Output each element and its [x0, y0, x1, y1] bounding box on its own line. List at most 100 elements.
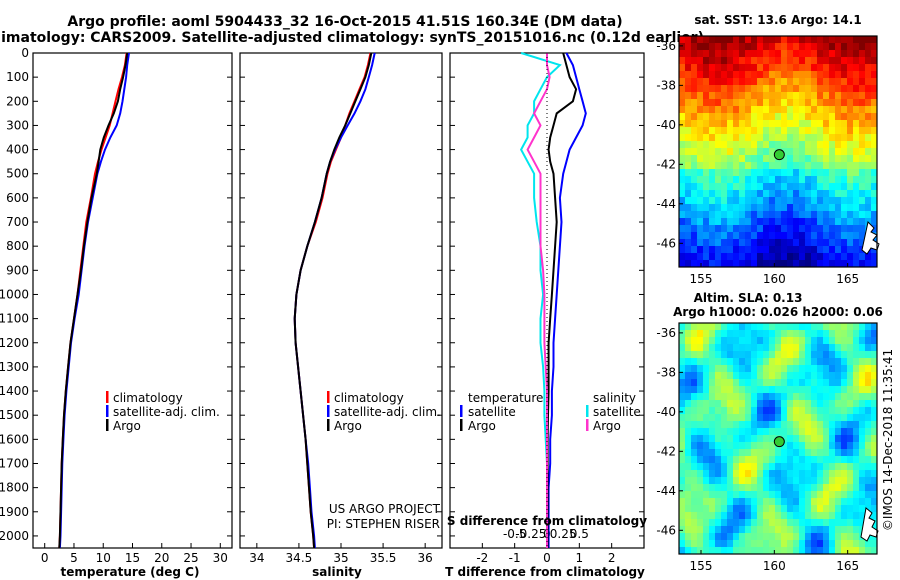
map-cell	[811, 127, 818, 135]
map-cell	[793, 127, 800, 135]
map-cell	[757, 43, 764, 51]
map-cell	[751, 498, 758, 506]
map-cell	[763, 505, 770, 513]
map-cell	[829, 442, 836, 450]
map-cell	[829, 323, 836, 331]
map-cell	[865, 407, 872, 415]
y-tick-label: 1600	[0, 432, 29, 446]
map-cell	[805, 232, 812, 240]
map-cell	[733, 197, 740, 205]
map-cell	[709, 330, 716, 338]
map-cell	[703, 253, 710, 261]
map-cell	[685, 400, 692, 408]
map-cell	[811, 92, 818, 100]
map-cell	[733, 428, 740, 436]
map-cell	[751, 106, 758, 114]
map-cell	[769, 253, 776, 261]
map-cell	[721, 211, 728, 219]
map-cell	[793, 239, 800, 247]
map-cell	[829, 344, 836, 352]
y-tick-label: 2000	[0, 529, 29, 543]
map-cell	[835, 407, 842, 415]
map-cell	[829, 400, 836, 408]
map-cell	[739, 176, 746, 184]
map-cell	[739, 477, 746, 485]
map-cell	[829, 372, 836, 380]
map-cell	[715, 358, 722, 366]
map-cell	[841, 449, 848, 457]
map-cell	[865, 36, 872, 44]
map-cell	[841, 71, 848, 79]
map-cell	[805, 365, 812, 373]
map-cell	[685, 218, 692, 226]
map-cell	[727, 148, 734, 156]
map-cell	[835, 435, 842, 443]
map-cell	[697, 407, 704, 415]
map-cell	[847, 71, 854, 79]
map-cell	[799, 36, 806, 44]
map-cell	[691, 64, 698, 72]
map-cell	[799, 540, 806, 548]
map-cell	[871, 344, 878, 352]
map-cell	[697, 99, 704, 107]
map-cell	[859, 407, 866, 415]
map-cell	[859, 470, 866, 478]
map-cell	[745, 470, 752, 478]
map-cell	[679, 64, 686, 72]
map-cell	[865, 449, 872, 457]
map-cell	[871, 162, 878, 170]
map-cell	[811, 176, 818, 184]
map-cell	[799, 169, 806, 177]
map-cell	[793, 540, 800, 548]
map-cell	[847, 43, 854, 51]
map-cell	[679, 141, 686, 149]
map-cell	[727, 211, 734, 219]
map-cell	[811, 43, 818, 51]
map-cell	[697, 449, 704, 457]
map-cell	[835, 162, 842, 170]
map-cell	[691, 134, 698, 142]
map-cell	[805, 323, 812, 331]
map-cell	[805, 218, 812, 226]
map-cell	[709, 512, 716, 520]
map-cell	[691, 484, 698, 492]
map-cell	[679, 190, 686, 198]
map-cell	[811, 169, 818, 177]
map-cell	[841, 211, 848, 219]
map-cell	[727, 484, 734, 492]
map-cell	[799, 162, 806, 170]
map-cell	[811, 155, 818, 163]
map-cell	[835, 148, 842, 156]
map-cell	[685, 526, 692, 534]
map-cell	[841, 113, 848, 121]
map-cell	[685, 64, 692, 72]
map-cell	[817, 225, 824, 233]
map-cell	[727, 323, 734, 331]
map-cell	[685, 239, 692, 247]
map-cell	[739, 232, 746, 240]
map-cell	[709, 477, 716, 485]
map-cell	[715, 421, 722, 429]
map-cell	[841, 358, 848, 366]
map-cell	[739, 484, 746, 492]
map-cell	[679, 71, 686, 79]
map-cell	[763, 386, 770, 394]
map-cell	[685, 351, 692, 359]
map-cell	[847, 421, 854, 429]
map-cell	[769, 526, 776, 534]
map-cell	[811, 505, 818, 513]
map-cell	[751, 176, 758, 184]
map-cell	[685, 57, 692, 65]
map-cell	[805, 155, 812, 163]
map-cell	[841, 197, 848, 205]
map-cell	[823, 442, 830, 450]
map-cell	[811, 71, 818, 79]
map-cell	[763, 85, 770, 93]
map-cell	[745, 344, 752, 352]
map-cell	[739, 407, 746, 415]
map-cell	[745, 190, 752, 198]
map-cell	[709, 351, 716, 359]
map-cell	[865, 470, 872, 478]
map-cell	[757, 428, 764, 436]
y-tick-label: 700	[6, 215, 29, 229]
